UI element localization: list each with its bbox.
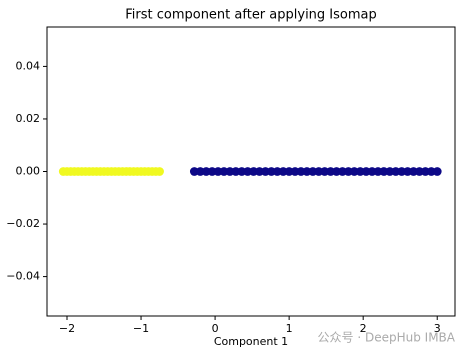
y-tick-label: −0.04 [6, 270, 40, 283]
x-tick-label: 0 [212, 322, 219, 335]
point [155, 167, 164, 176]
x-tick-label: 3 [434, 322, 441, 335]
point [432, 167, 442, 176]
y-tick-label: 0.02 [16, 112, 41, 125]
y-tick-label: 0.04 [16, 59, 41, 72]
watermark: 公众号 · DeepHub IMBA [318, 331, 456, 345]
x-tick-label: −2 [59, 322, 75, 335]
x-axis-label: Component 1 [214, 335, 288, 348]
x-tick-label: 2 [360, 322, 367, 335]
x-tick-label: 1 [286, 322, 293, 335]
x-tick-label: −1 [133, 322, 149, 335]
chart-title: First component after applying Isomap [125, 8, 377, 23]
y-tick-label: 0.00 [16, 165, 41, 178]
y-tick-label: −0.02 [6, 217, 40, 230]
